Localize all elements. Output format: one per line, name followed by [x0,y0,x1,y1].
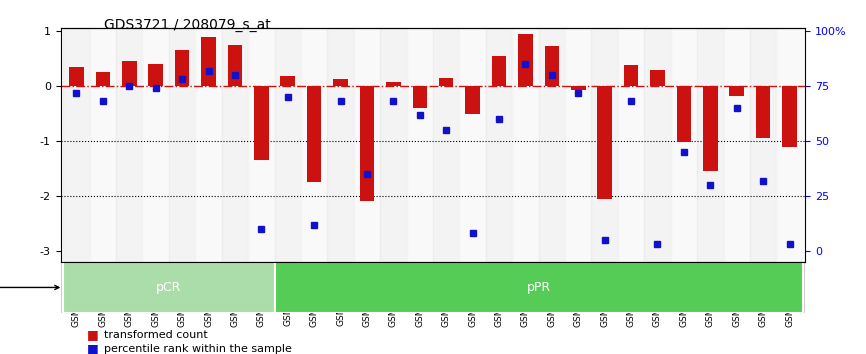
Bar [63,28,90,262]
Bar [333,79,348,86]
Bar [122,61,137,86]
Bar [676,86,691,142]
FancyBboxPatch shape [275,262,803,313]
Bar [90,28,116,262]
Bar [281,76,295,86]
Bar [307,86,321,182]
Bar [380,28,407,262]
Bar [254,86,268,160]
Bar [617,28,644,262]
Text: GDS3721 / 208079_s_at: GDS3721 / 208079_s_at [104,18,271,32]
Bar [439,78,454,86]
Bar [143,28,169,262]
Bar [95,72,110,86]
Text: ■: ■ [87,342,99,354]
Bar [545,46,559,86]
Bar [756,86,771,138]
Bar [591,28,617,262]
Bar [492,56,507,86]
Bar [670,28,697,262]
Text: disease state: disease state [0,282,59,292]
Bar [201,36,216,86]
Bar [486,28,512,262]
FancyBboxPatch shape [63,262,275,313]
Bar [301,28,327,262]
Bar [782,86,797,147]
Bar [175,50,190,86]
Bar [723,28,750,262]
Bar [148,64,163,86]
Bar [433,28,459,262]
Bar [571,86,585,90]
Bar [729,86,744,96]
Bar [196,28,222,262]
Bar [697,28,723,262]
Bar [69,67,84,86]
Bar [412,86,427,108]
Text: ■: ■ [87,328,99,341]
Bar [565,28,591,262]
Bar [116,28,143,262]
Bar [249,28,275,262]
Text: transformed count: transformed count [104,330,208,339]
Bar [512,28,539,262]
Bar [407,28,433,262]
Text: percentile rank within the sample: percentile rank within the sample [104,344,292,354]
Bar [386,82,401,86]
Bar [518,34,533,86]
Bar [169,28,196,262]
Bar [776,28,803,262]
Bar [359,86,374,201]
Bar [539,28,565,262]
Bar [222,28,249,262]
Text: pPR: pPR [527,281,551,294]
Bar [459,28,486,262]
Text: pCR: pCR [156,281,182,294]
Bar [465,86,480,114]
Bar [327,28,354,262]
Bar [650,69,665,86]
Bar [228,45,242,86]
Bar [354,28,380,262]
Bar [624,65,638,86]
Bar [598,86,612,199]
Bar [750,28,776,262]
Bar [703,86,718,171]
Bar [275,28,301,262]
Bar [644,28,670,262]
